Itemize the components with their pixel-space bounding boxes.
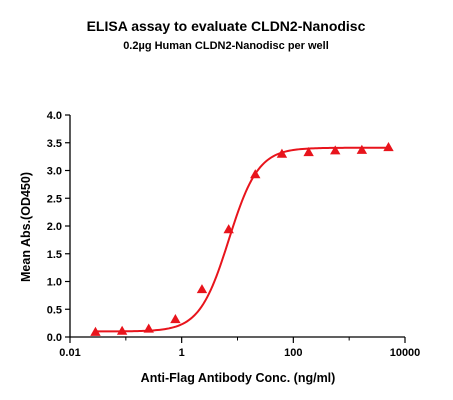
data-point-triangle <box>250 169 261 179</box>
data-point-triangle <box>383 141 394 152</box>
x-tick-label: 100 <box>284 347 302 359</box>
chart-subtitle: 0.2µg Human CLDN2-Nanodisc per well <box>123 40 329 52</box>
data-point-triangle <box>223 224 234 234</box>
y-tick-label: 3.0 <box>47 166 62 178</box>
data-point-triangle <box>356 144 368 154</box>
y-tick-label: 0.5 <box>47 304 62 316</box>
data-point-triangle <box>143 323 154 333</box>
y-tick-label: 1.5 <box>47 249 62 261</box>
data-point-triangle <box>330 145 341 155</box>
y-tick-label: 2.0 <box>47 221 62 233</box>
chart-title: ELISA assay to evaluate CLDN2-Nanodisc <box>87 18 366 34</box>
x-tick-label: 10000 <box>390 347 421 359</box>
y-axis-label: Mean Abs.(OD450) <box>19 172 33 282</box>
fit-curve <box>95 146 389 333</box>
y-tick-label: 0.0 <box>47 332 62 344</box>
data-point-triangle <box>303 146 314 157</box>
y-tick-label: 4.0 <box>47 110 62 122</box>
data-point-triangle <box>170 314 181 324</box>
data-point-triangle <box>116 325 128 335</box>
y-tick-label: 3.5 <box>47 138 62 150</box>
y-tick-label: 2.5 <box>47 193 62 205</box>
data-point-triangle <box>90 326 101 336</box>
x-axis-label: Anti-Flag Antibody Conc. (ng/ml) <box>141 371 336 385</box>
data-point-triangle <box>196 284 208 294</box>
data-point-triangle <box>276 148 288 158</box>
x-tick-label: 1 <box>179 347 185 359</box>
x-tick-label: 0.01 <box>59 347 80 359</box>
y-tick-label: 1.0 <box>47 277 62 289</box>
plot-area: 0.0 0.5 1.0 1.5 2.0 2.5 3.0 3.5 4.0 0.01 1 100 10000 <box>47 110 421 359</box>
